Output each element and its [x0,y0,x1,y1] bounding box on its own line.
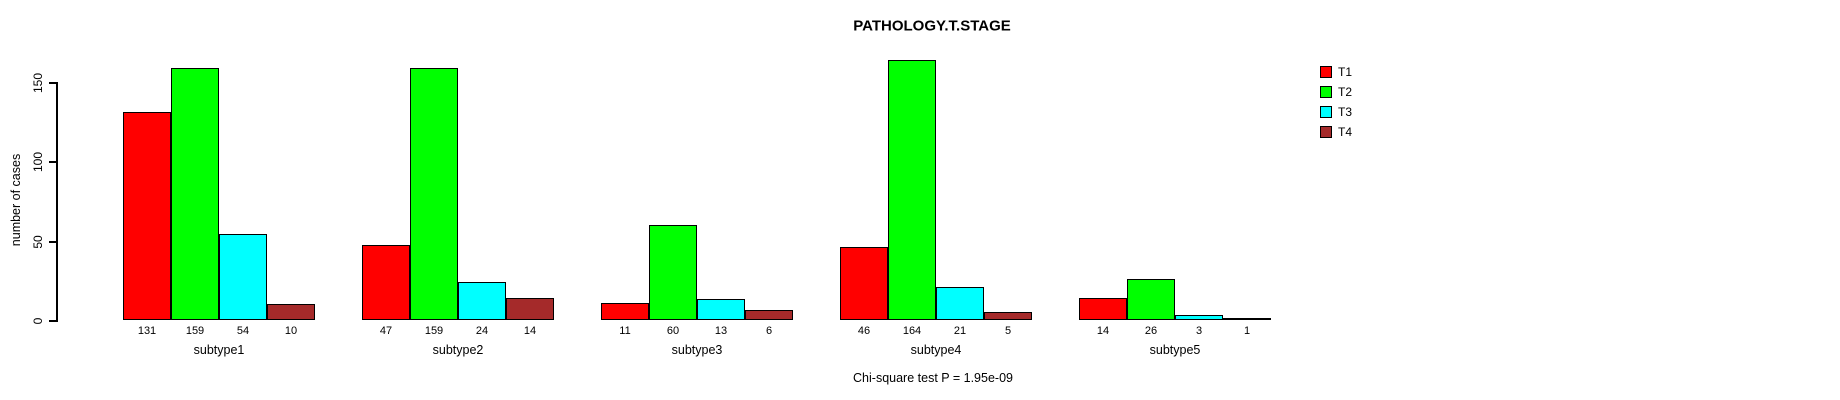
legend-swatch [1320,106,1332,118]
y-axis-label: number of cases [9,153,23,247]
bar-value-label: 13 [714,325,728,337]
bar [601,303,649,320]
legend-swatch [1320,86,1332,98]
bar [410,68,458,320]
y-tick [49,82,56,84]
bar-value-label: 131 [137,325,157,337]
bar [984,312,1032,320]
legend-label: T3 [1338,105,1353,119]
bar [1223,318,1271,320]
bar-value-label: 5 [1004,325,1012,337]
category-label: subtype4 [910,343,962,357]
bar-value-label: 14 [1096,325,1110,337]
bar-value-label: 11 [619,325,631,337]
bar [267,304,315,320]
legend-swatch [1320,66,1332,78]
category-label: subtype3 [671,343,723,357]
category-label: subtype5 [1149,343,1201,357]
annotation-text: Chi-square test P = 1.95e-09 [853,371,1013,385]
y-tick-label: 100 [31,151,45,173]
chart-title: PATHOLOGY.T.STAGE [853,17,1011,35]
bar [697,299,745,320]
bar-value-label: 164 [902,325,922,337]
category-label: subtype2 [432,343,484,357]
category-label: subtype1 [193,343,245,357]
legend-label: T2 [1338,85,1353,99]
y-tick-label: 50 [31,235,45,249]
y-tick [49,241,56,243]
bar-value-label: 54 [236,325,250,337]
y-tick-label: 0 [31,317,45,325]
bar [745,310,793,320]
bar [458,282,506,320]
bar-value-label: 14 [523,325,537,337]
bar [1175,315,1223,320]
bar [219,234,267,320]
bar-value-label: 24 [475,325,489,337]
bar-value-label: 60 [666,325,680,337]
bar [1079,298,1127,320]
bar-value-label: 46 [857,325,871,337]
bar [1127,279,1175,320]
bar-value-label: 1 [1243,325,1251,337]
y-tick [49,161,56,163]
bar [936,287,984,320]
bar-value-label: 159 [424,325,444,337]
bar [171,68,219,320]
legend-label: T4 [1338,125,1353,139]
bar-value-label: 10 [284,325,298,337]
y-axis-line [56,82,58,322]
y-tick [49,320,56,322]
bar [506,298,554,320]
bar [362,245,410,320]
bar [649,225,697,320]
bar-value-label: 6 [765,325,773,337]
bar [123,112,171,320]
bar-value-label: 21 [953,325,967,337]
bar-value-label: 26 [1144,325,1158,337]
bar [840,247,888,320]
bar-value-label: 47 [379,325,393,337]
legend-swatch [1320,126,1332,138]
bar-value-label: 3 [1195,325,1203,337]
legend-label: T1 [1338,65,1353,79]
bar [888,60,936,320]
y-tick-label: 150 [31,72,45,94]
bar-value-label: 159 [185,325,205,337]
